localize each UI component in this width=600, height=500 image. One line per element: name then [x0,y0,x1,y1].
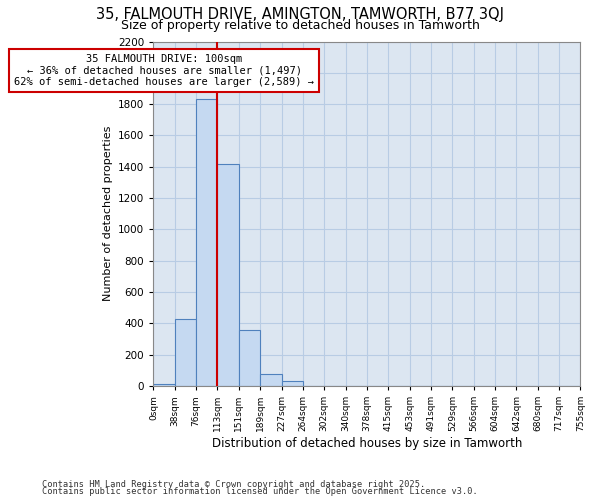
X-axis label: Distribution of detached houses by size in Tamworth: Distribution of detached houses by size … [212,437,522,450]
Bar [196,100,217,386]
Text: Size of property relative to detached houses in Tamworth: Size of property relative to detached ho… [121,18,479,32]
Bar [175,318,196,386]
Y-axis label: Number of detached properties: Number of detached properties [103,126,113,302]
Text: Contains HM Land Registry data © Crown copyright and database right 2025.: Contains HM Land Registry data © Crown c… [42,480,425,489]
Bar [217,164,239,386]
Text: 35, FALMOUTH DRIVE, AMINGTON, TAMWORTH, B77 3QJ: 35, FALMOUTH DRIVE, AMINGTON, TAMWORTH, … [96,8,504,22]
Bar [281,382,303,386]
Bar [239,330,260,386]
Text: 35 FALMOUTH DRIVE: 100sqm
← 36% of detached houses are smaller (1,497)
62% of se: 35 FALMOUTH DRIVE: 100sqm ← 36% of detac… [14,54,314,87]
Bar [260,374,281,386]
Bar [154,384,175,386]
Text: Contains public sector information licensed under the Open Government Licence v3: Contains public sector information licen… [42,488,478,496]
